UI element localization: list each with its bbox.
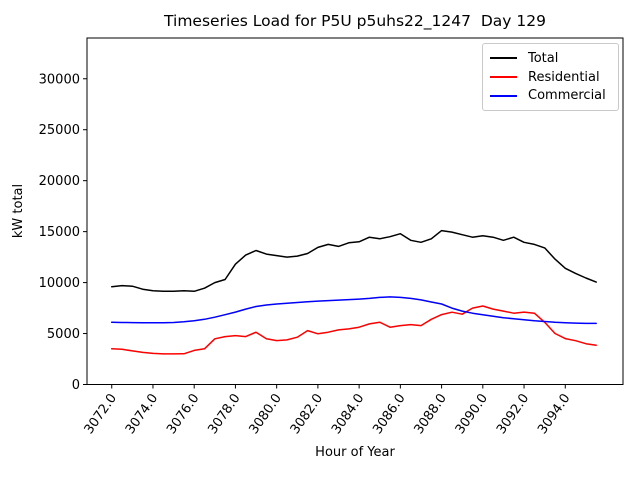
x-tick-label: 3080.0 — [247, 391, 285, 437]
x-tick-label: 3072.0 — [82, 391, 120, 437]
axes-frame — [86, 37, 624, 385]
x-tick-label: 3078.0 — [205, 391, 243, 437]
y-axis-label: kW total — [11, 184, 26, 238]
x-tick-label: 3088.0 — [411, 391, 449, 437]
x-tick-label: 3082.0 — [288, 391, 326, 437]
x-axis-label: Hour of Year — [315, 445, 395, 460]
x-tick-label: 3086.0 — [370, 391, 408, 437]
series-line-total — [110, 229, 597, 293]
legend-label: Total — [528, 50, 559, 66]
x-tick-label: 3090.0 — [453, 391, 491, 437]
y-tick-label: 25000 — [39, 123, 80, 138]
legend-entry-total: Total — [490, 52, 611, 65]
x-tick-label: 3076.0 — [164, 391, 202, 437]
y-tick-label: 0 — [72, 378, 80, 393]
total-line-swatch — [490, 57, 517, 60]
series-line-residential — [110, 305, 597, 355]
y-tick-label: 20000 — [39, 174, 80, 189]
x-tick-label: 3092.0 — [494, 391, 532, 437]
y-tick-label: 30000 — [39, 72, 80, 87]
residential-line-swatch — [490, 76, 517, 78]
y-tick-label: 15000 — [39, 225, 80, 240]
legend-label: Commercial — [528, 88, 606, 104]
legend-label: Residential — [528, 69, 600, 85]
y-tick-label: 10000 — [39, 276, 80, 291]
chart-title: Timeseries Load for P5U p5uhs22_1247 Day… — [163, 12, 546, 31]
legend: Total Residential Commercial — [482, 43, 619, 111]
x-tick-label: 3094.0 — [535, 391, 573, 437]
commercial-line-swatch — [490, 94, 517, 97]
legend-entry-residential: Residential — [490, 71, 611, 84]
x-tick-label: 3084.0 — [329, 391, 367, 437]
y-tick-label: 5000 — [47, 327, 80, 342]
x-tick-label: 3074.0 — [123, 391, 161, 437]
legend-entry-commercial: Commercial — [490, 89, 611, 102]
series-line-commercial — [110, 296, 597, 325]
